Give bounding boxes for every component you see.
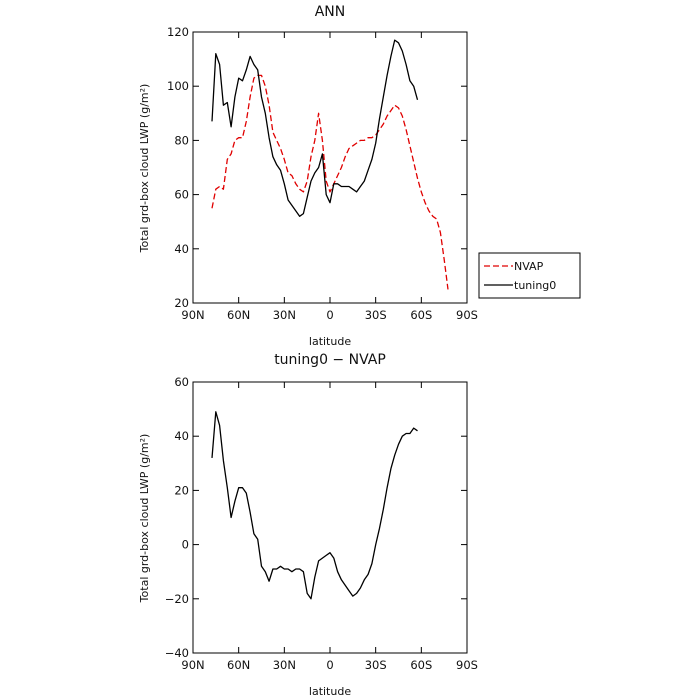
y-tick-label: 0 xyxy=(182,538,189,552)
bottom-chart-title: tuning0 − NVAP xyxy=(274,352,386,368)
y-tick-label: 40 xyxy=(174,242,189,256)
x-tick-label: 30S xyxy=(365,308,387,322)
bottom-panel: tuning0 − NVAP −40 −20 0 20 40 60 90N 60N 30N 0 3… xyxy=(138,352,478,698)
x-tick-label: 60N xyxy=(227,658,250,672)
bottom-y-axis-label: Total grd-box cloud LWP (g/m²) xyxy=(138,434,151,604)
y-tick-label: 20 xyxy=(174,483,189,497)
x-tick-label: 0 xyxy=(326,658,333,672)
x-tick-label: 90N xyxy=(181,308,204,322)
x-tick-label: 30N xyxy=(273,308,296,322)
x-tick-label: 90S xyxy=(456,308,478,322)
legend-box xyxy=(478,252,581,299)
top-chart-title: ANN xyxy=(315,4,346,20)
bottom-x-ticks: 90N 60N 30N 0 30S 60S 90S xyxy=(181,382,478,672)
x-tick-label: 90N xyxy=(181,658,204,672)
x-tick-label: 60S xyxy=(410,308,432,322)
y-tick-label: 40 xyxy=(174,429,189,443)
legend: NVAP tuning0 xyxy=(478,252,581,299)
y-tick-label: −40 xyxy=(165,646,189,660)
legend-label-nvap: NVAP xyxy=(514,260,544,273)
series-line-difference xyxy=(211,411,418,600)
y-tick-label: 120 xyxy=(167,25,189,39)
x-tick-label: 0 xyxy=(326,308,333,322)
x-tick-label: 60S xyxy=(410,658,432,672)
y-tick-label: 20 xyxy=(174,296,189,310)
x-tick-label: 30N xyxy=(273,658,296,672)
top-series xyxy=(211,39,449,290)
x-tick-label: 90S xyxy=(456,658,478,672)
top-y-ticks: 20 40 60 80 100 120 xyxy=(167,25,467,310)
bottom-x-axis-label: latitude xyxy=(309,685,351,698)
top-x-axis-label: latitude xyxy=(309,335,351,348)
y-tick-label: 60 xyxy=(174,375,189,389)
series-line-nvap xyxy=(211,74,449,290)
bottom-series xyxy=(211,411,418,600)
top-panel: ANN 20 40 60 80 100 120 90N 60N 30N 0 30S 60S 90S l… xyxy=(138,4,478,348)
top-x-ticks: 90N 60N 30N 0 30S 60S 90S xyxy=(181,32,478,322)
y-tick-label: 100 xyxy=(167,79,189,93)
series-line-tuning0 xyxy=(211,39,419,217)
y-tick-label: 80 xyxy=(174,133,189,147)
x-tick-label: 30S xyxy=(365,658,387,672)
top-plot-frame xyxy=(192,31,468,304)
legend-label-tuning0: tuning0 xyxy=(514,279,556,292)
bottom-plot-frame xyxy=(192,381,468,654)
bottom-y-ticks: −40 −20 0 20 40 60 xyxy=(165,375,467,660)
y-tick-label: 60 xyxy=(174,188,189,202)
x-tick-label: 60N xyxy=(227,308,250,322)
y-tick-label: −20 xyxy=(165,592,189,606)
top-y-axis-label: Total grd-box cloud LWP (g/m²) xyxy=(138,84,151,254)
